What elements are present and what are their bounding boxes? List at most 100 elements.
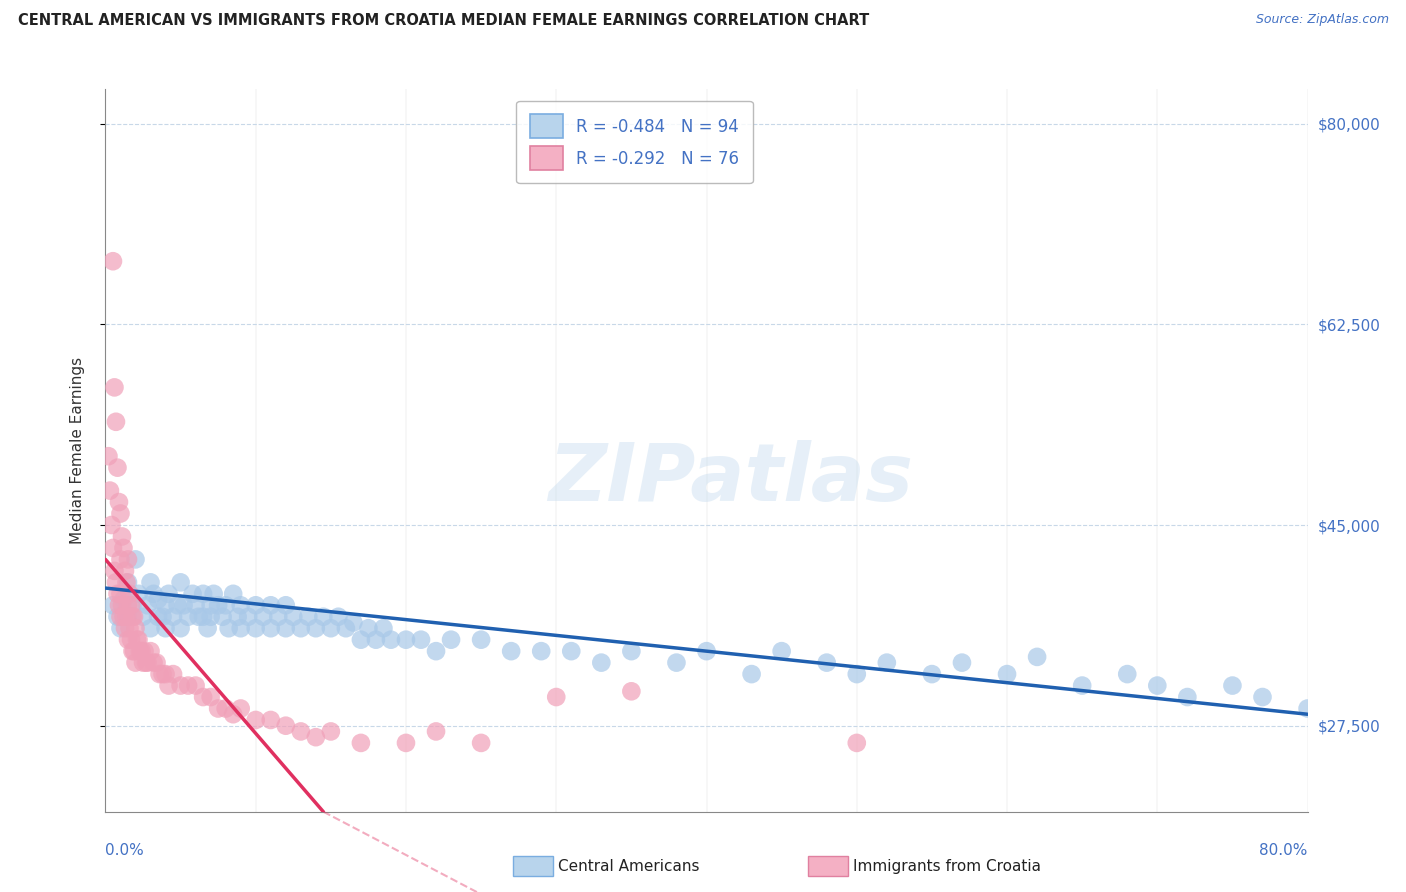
Point	[260, 621, 283, 635]
Point	[274, 719, 297, 733]
Point	[290, 724, 312, 739]
Point	[395, 736, 418, 750]
Point	[146, 609, 169, 624]
Text: Source: ZipAtlas.com: Source: ZipAtlas.com	[1256, 13, 1389, 27]
Point	[267, 609, 290, 624]
Point	[173, 599, 195, 613]
Point	[530, 644, 553, 658]
Point	[121, 609, 143, 624]
Point	[162, 667, 184, 681]
Point	[124, 621, 146, 635]
Point	[107, 609, 129, 624]
Point	[157, 679, 180, 693]
Point	[114, 621, 136, 635]
Point	[120, 599, 142, 613]
Point	[252, 609, 274, 624]
Point	[1026, 649, 1049, 664]
Point	[218, 621, 240, 635]
Point	[245, 621, 267, 635]
Point	[380, 632, 402, 647]
Point	[191, 587, 214, 601]
Point	[207, 599, 229, 613]
Point	[238, 609, 260, 624]
Point	[169, 621, 191, 635]
Point	[357, 621, 380, 635]
Point	[139, 621, 162, 635]
Point	[114, 564, 136, 578]
Point	[121, 644, 143, 658]
Point	[470, 632, 492, 647]
Point	[1296, 701, 1319, 715]
Point	[104, 415, 127, 429]
Point	[187, 609, 209, 624]
Text: ZIPatlas: ZIPatlas	[548, 441, 912, 518]
Point	[181, 587, 204, 601]
Point	[696, 644, 718, 658]
Point	[142, 587, 165, 601]
Point	[129, 644, 152, 658]
Text: Immigrants from Croatia: Immigrants from Croatia	[853, 859, 1042, 873]
Point	[101, 541, 124, 555]
Point	[1222, 679, 1244, 693]
Point	[1071, 679, 1094, 693]
Point	[108, 495, 131, 509]
Point	[290, 621, 312, 635]
Point	[202, 587, 225, 601]
Point	[122, 644, 145, 658]
Point	[110, 552, 132, 566]
Point	[155, 621, 177, 635]
Point	[177, 609, 200, 624]
Point	[665, 656, 688, 670]
Point	[101, 254, 124, 268]
Point	[131, 644, 153, 658]
Point	[108, 599, 131, 613]
Y-axis label: Median Female Earnings: Median Female Earnings	[70, 357, 84, 544]
Point	[103, 380, 125, 394]
Point	[197, 621, 219, 635]
Point	[107, 587, 129, 601]
Point	[501, 644, 523, 658]
Point	[107, 460, 129, 475]
Point	[283, 609, 305, 624]
Point	[425, 724, 447, 739]
Text: Central Americans: Central Americans	[558, 859, 700, 873]
Point	[111, 529, 134, 543]
Point	[157, 587, 180, 601]
Point	[591, 656, 613, 670]
Point	[115, 609, 138, 624]
Point	[211, 609, 233, 624]
Point	[115, 575, 138, 590]
Point	[191, 690, 214, 704]
Point	[229, 701, 252, 715]
Point	[845, 736, 868, 750]
Point	[226, 609, 249, 624]
Point	[145, 656, 167, 670]
Point	[229, 621, 252, 635]
Point	[319, 724, 342, 739]
Point	[124, 656, 146, 670]
Point	[470, 736, 492, 750]
Point	[155, 667, 177, 681]
Point	[152, 667, 174, 681]
Point	[100, 518, 122, 533]
Point	[101, 599, 124, 613]
Point	[139, 644, 162, 658]
Point	[132, 656, 155, 670]
Point	[214, 599, 236, 613]
Point	[260, 599, 283, 613]
Point	[200, 690, 222, 704]
Point	[274, 599, 297, 613]
Point	[876, 656, 898, 670]
Point	[350, 736, 373, 750]
Point	[148, 667, 170, 681]
Point	[200, 599, 222, 613]
Point	[222, 587, 245, 601]
Point	[312, 609, 335, 624]
Point	[184, 599, 207, 613]
Point	[97, 449, 120, 463]
Text: 80.0%: 80.0%	[1260, 843, 1308, 858]
Point	[166, 599, 188, 613]
Point	[741, 667, 763, 681]
Point	[117, 552, 139, 566]
Point	[128, 632, 150, 647]
